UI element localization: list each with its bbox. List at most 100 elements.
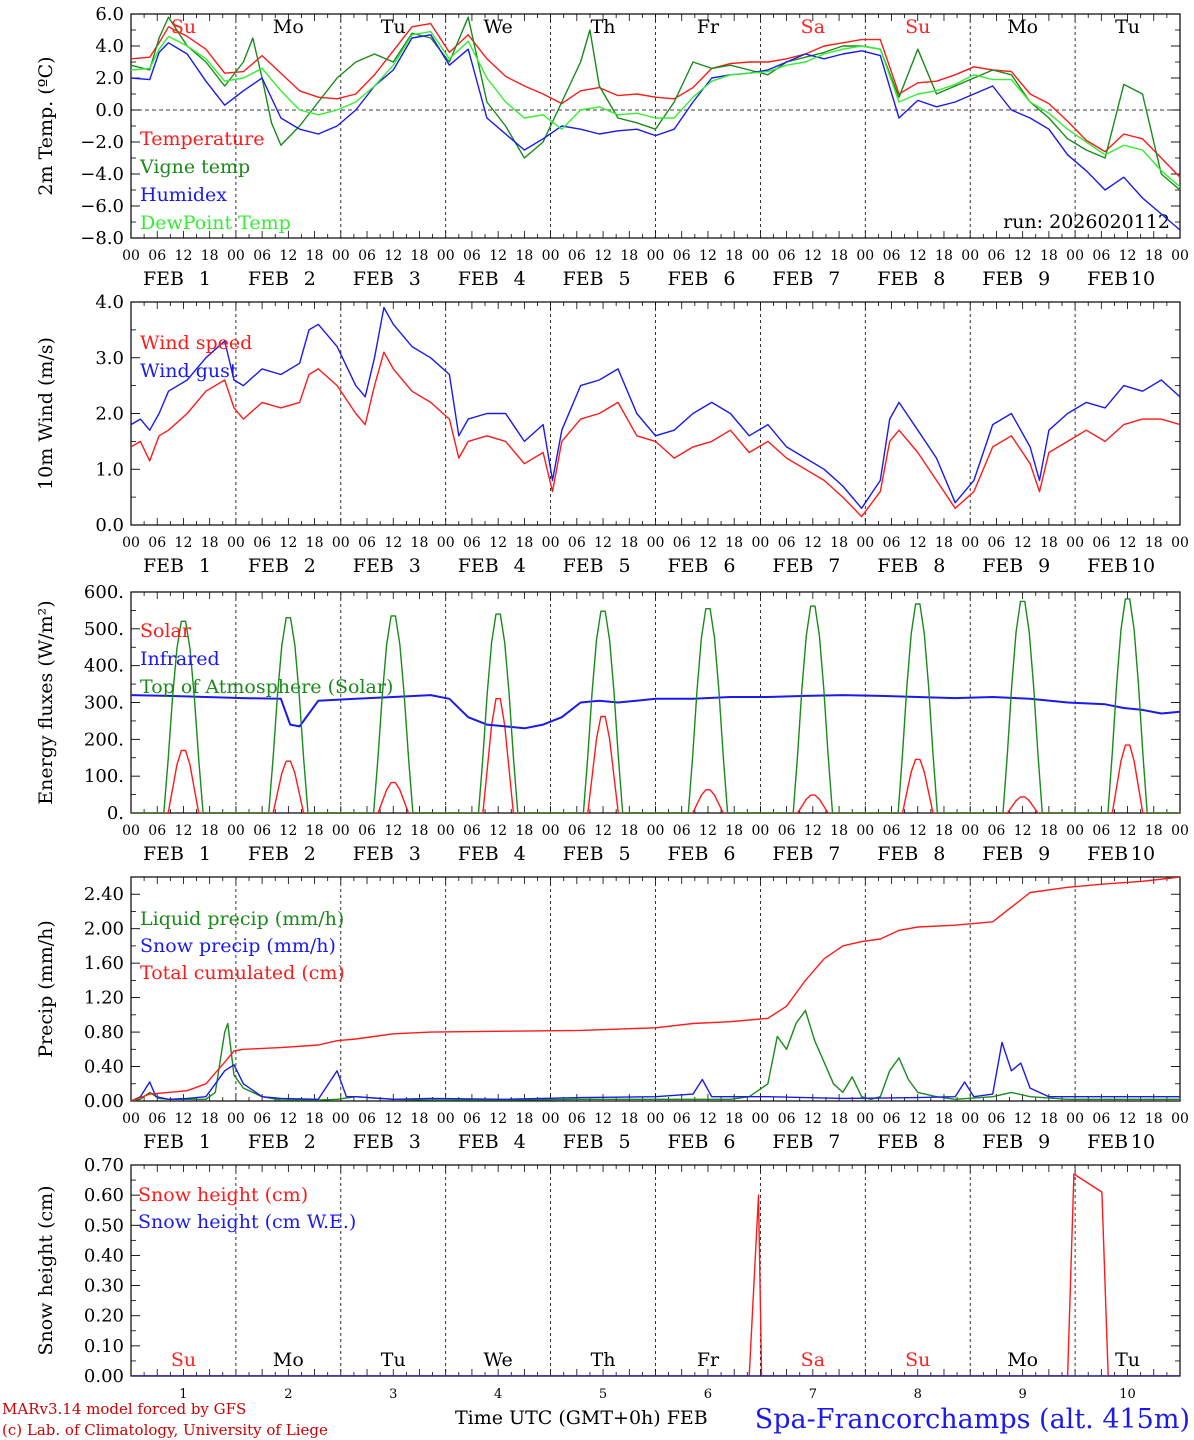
hour-label: 06 [673,248,691,264]
date-month-label: FEB [772,555,813,577]
series-line-1 [131,1009,1180,1101]
y-tick-label: 500. [84,619,124,640]
date-month-label: FEB [877,555,918,577]
legend-entry-2: Wind gust [140,360,238,382]
y-tick-label: 400. [84,656,124,677]
hour-label: 06 [148,535,166,551]
hour-label: 12 [1014,248,1032,264]
date-month-label: FEB [1087,555,1128,577]
legend-entry-3: Total cumulated (cm) [140,962,345,984]
date-month-label: FEB [877,268,918,290]
weekday-label: Mo [273,1349,304,1371]
legend-entry-2: Snow height (cm W.E.) [138,1211,356,1233]
legend-entry-3: Top of Atmosphere (Solar) [140,676,393,698]
y-tick-label: 0.00 [84,1366,124,1387]
hour-label: 06 [673,535,691,551]
series-line-2 [131,16,1180,191]
hour-label: 00 [332,535,350,551]
legend-entry-1: Solar [140,620,192,642]
hour-label: 18 [1040,248,1058,264]
hour-label: 00 [227,823,245,839]
hour-label: 12 [1119,248,1137,264]
date-month-label: FEB [772,843,813,865]
y-tick-label: 0. [107,803,124,824]
date-month-label: FEB [563,843,604,865]
hour-label: 00 [542,248,560,264]
hour-label: 06 [778,535,796,551]
hour-label: 00 [647,248,665,264]
series-group [131,1173,1180,1376]
y-tick-label: 2.0 [95,68,124,89]
hour-label: 18 [830,535,848,551]
hour-label: 06 [1092,823,1110,839]
legend-entry-1: Wind speed [140,332,252,354]
hour-label: 00 [122,535,140,551]
date-month-label: FEB [1087,268,1128,290]
weekday-label: Th [591,16,616,38]
date-day-label: 8 [933,268,945,290]
hour-label: 00 [961,248,979,264]
day-number-label: 2 [284,1387,292,1402]
y-tick-label: 0.30 [84,1276,124,1297]
weekday-label: Sa [801,16,825,38]
date-day-label: 4 [514,1131,526,1153]
hour-label: 12 [175,248,193,264]
date-month-label: FEB [563,555,604,577]
hour-label: 18 [411,535,429,551]
hour-label: 00 [122,248,140,264]
legend-entry-2: Vigne temp [139,156,250,178]
date-day-label: 3 [409,1131,421,1153]
hour-label: 00 [751,535,769,551]
hour-label: 06 [988,248,1006,264]
hour-label: 00 [332,823,350,839]
footer-model-line: MARv3.14 model forced by GFS [2,1400,246,1418]
hour-label: 18 [1040,823,1058,839]
y-tick-label: −6.0 [80,196,124,217]
hour-label: 00 [542,1111,560,1127]
hour-label: 18 [935,823,953,839]
hour-label: 06 [988,535,1006,551]
date-day-label: 3 [409,843,421,865]
hour-label: 12 [279,823,297,839]
date-day-label: 8 [933,1131,945,1153]
hour-label: 06 [253,823,271,839]
hour-label: 12 [175,535,193,551]
date-day-label: 3 [409,268,421,290]
station-label: Spa-Francorchamps (alt. 415m) [755,1404,1190,1435]
panel-5: 0.70 0.60 0.50 0.40 0.30 0.20 0.10 0.00 Snow hei… [35,1155,1181,1402]
weekday-label: We [484,16,513,38]
hour-label: 18 [620,535,638,551]
date-month-label: FEB [1087,843,1128,865]
legend-entry-2: Infrared [140,648,220,670]
hour-label: 18 [620,248,638,264]
hour-label: 18 [935,248,953,264]
hour-label: 18 [1145,535,1163,551]
hour-label: 00 [542,823,560,839]
date-month-label: FEB [772,268,813,290]
hour-label: 06 [253,1111,271,1127]
hour-label: 00 [437,823,455,839]
hour-label: 12 [175,1111,193,1127]
hour-label: 12 [699,248,717,264]
hour-label: 18 [201,823,219,839]
weekday-label: Su [905,1349,930,1371]
hour-label: 12 [175,823,193,839]
y-tick-label: 1.60 [84,953,124,974]
date-month-label: FEB [458,268,499,290]
date-month-label: FEB [877,843,918,865]
hour-label: 12 [909,1111,927,1127]
hour-label: 06 [1092,535,1110,551]
hour-label: 12 [384,535,402,551]
date-month-label: FEB [353,268,394,290]
hour-label: 06 [253,248,271,264]
hour-label: 00 [1171,1111,1189,1127]
date-month-label: FEB [143,555,184,577]
hour-label: 06 [463,823,481,839]
series-line-1 [131,698,1180,813]
date-day-label: 4 [514,843,526,865]
weekday-label: Th [591,1349,616,1371]
series-line-3 [131,877,1180,1101]
hour-label: 12 [909,535,927,551]
y-tick-label: 0.40 [84,1245,124,1266]
